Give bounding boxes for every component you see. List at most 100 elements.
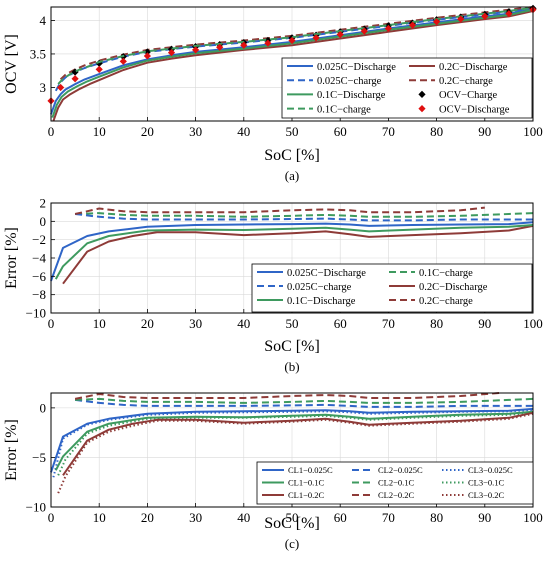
legend-label: 0.2C−charge — [419, 296, 473, 307]
x-tick-label: 10 — [93, 316, 106, 331]
legend-label: 0.2C−Discharge — [439, 62, 508, 73]
y-tick-label: 2 — [40, 196, 47, 211]
x-tick-label: 60 — [334, 124, 347, 139]
series-line-c-3 — [54, 410, 534, 471]
data-point-a-7 — [57, 83, 65, 92]
data-point-a-7 — [505, 10, 513, 18]
x-tick-label: 40 — [237, 316, 250, 331]
legend-label: 0.025C−Discharge — [317, 62, 396, 73]
y-tick-label: −4 — [32, 251, 46, 266]
data-point-a-7 — [192, 46, 200, 54]
series-line-a-6 — [57, 6, 534, 85]
legend-label: 0.1C−charge — [419, 268, 473, 279]
y-tick-label: 4 — [40, 13, 47, 28]
legend: 0.025C−Discharge 0.2C−Discharge 0.025C−cha… — [281, 57, 533, 119]
x-tick-label: 80 — [430, 124, 443, 139]
data-point-a-7 — [216, 43, 224, 51]
series-line-b-4 — [54, 224, 534, 280]
legend-swatch — [418, 90, 426, 98]
x-tick-label: 70 — [382, 124, 395, 139]
legend-label: 0.025C−Discharge — [287, 268, 366, 279]
legend-label: 0.025C−charge — [317, 76, 382, 87]
y-tick-label: −8 — [32, 287, 46, 302]
legend-box — [256, 461, 534, 505]
data-point-a-7 — [71, 75, 79, 83]
x-tick-label: 20 — [141, 316, 154, 331]
legend-swatch — [418, 105, 426, 113]
data-point-a-7 — [119, 57, 127, 65]
legend-label: CL1−0.025C — [288, 465, 333, 475]
y-tick-label: 3 — [40, 80, 47, 95]
chart-panel-b: 0 10 20 30 40 50 60 70 80 90 100 −10 −8 −6 −4 −2 0 2 SoC [… — [3, 196, 543, 375]
panel-caption: (c) — [285, 536, 299, 551]
data-point-a-7 — [264, 39, 272, 47]
x-tick-label: 70 — [382, 316, 395, 331]
legend-label: 0.1C−charge — [317, 104, 371, 115]
data-point-a-7 — [408, 21, 417, 29]
data-point-a-7 — [384, 24, 392, 33]
legend-label: 0.1C−Discharge — [287, 296, 356, 307]
y-tick-label: 0 — [40, 400, 47, 415]
legend-label: OCV−Discharge — [439, 104, 510, 115]
series-line-c-4 — [75, 397, 534, 404]
x-tick-label: 100 — [523, 510, 543, 525]
data-point-a-7 — [312, 34, 320, 42]
legend-label: CL3−0.025C — [468, 465, 513, 475]
data-point-a-7 — [240, 41, 248, 49]
series-line-c-7 — [74, 392, 500, 400]
x-axis-label: SoC [%] — [264, 147, 320, 164]
x-tick-label: 30 — [189, 316, 202, 331]
x-tick-label: 80 — [430, 510, 443, 525]
data-point-a-7 — [336, 30, 344, 39]
x-tick-label: 70 — [382, 510, 395, 525]
data-point-a-5 — [143, 48, 151, 56]
legend-box — [281, 57, 533, 119]
x-tick-label: 60 — [334, 316, 347, 331]
series-line-b-5 — [74, 206, 485, 215]
data-point-a-7 — [143, 52, 151, 60]
y-tick-label: 0 — [40, 214, 47, 229]
x-axis-label: SoC [%] — [264, 515, 320, 532]
legend-label: CL2−0.025C — [378, 465, 423, 475]
y-axis-label: OCV [V] — [3, 34, 20, 94]
x-tick-label: 90 — [478, 316, 491, 331]
x-tick-label: 0 — [48, 124, 55, 139]
x-tick-label: 50 — [286, 316, 299, 331]
data-point-a-7 — [457, 15, 465, 23]
legend-label: 0.1C−Discharge — [317, 90, 386, 101]
legend-label: CL2−0.1C — [378, 478, 415, 488]
series-line-c-2 — [52, 408, 534, 478]
y-axis-label: Error [%] — [3, 419, 20, 481]
x-tick-label: 10 — [93, 510, 106, 525]
y-tick-label: −6 — [32, 269, 46, 284]
y-tick-label: −2 — [32, 232, 46, 247]
x-tick-label: 60 — [334, 510, 347, 525]
x-tick-label: 0 — [48, 316, 55, 331]
series-line-b-2 — [74, 213, 533, 222]
y-tick-label: 3.5 — [30, 46, 46, 61]
legend-label: CL2−0.2C — [378, 490, 415, 500]
x-tick-label: 50 — [286, 124, 299, 139]
legend-label: OCV−Charge — [439, 90, 498, 101]
y-axis-label: Error [%] — [3, 227, 20, 289]
data-point-a-7 — [95, 65, 103, 73]
x-tick-label: 20 — [141, 124, 154, 139]
x-axis-label: SoC [%] — [264, 338, 320, 355]
data-point-a-7 — [360, 27, 368, 35]
x-tick-label: 90 — [478, 510, 491, 525]
legend-label: CL3−0.1C — [468, 478, 505, 488]
x-tick-label: 30 — [189, 510, 202, 525]
series-line-b-3 — [62, 224, 534, 285]
x-tick-label: 50 — [286, 510, 299, 525]
series-line-a-3 — [59, 6, 534, 81]
legend: 0.025C−Discharge 0.1C−charge 0.025C−charge… — [251, 263, 533, 313]
x-tick-label: 10 — [93, 124, 106, 139]
x-tick-label: 40 — [237, 510, 250, 525]
series-line-c-8 — [57, 412, 534, 494]
legend-label: CL1−0.2C — [288, 490, 325, 500]
panel-caption: (b) — [284, 359, 299, 374]
legend-label: 0.025C−charge — [287, 282, 352, 293]
y-tick-label: −5 — [32, 450, 46, 465]
legend-label: 0.2C−charge — [439, 76, 493, 87]
